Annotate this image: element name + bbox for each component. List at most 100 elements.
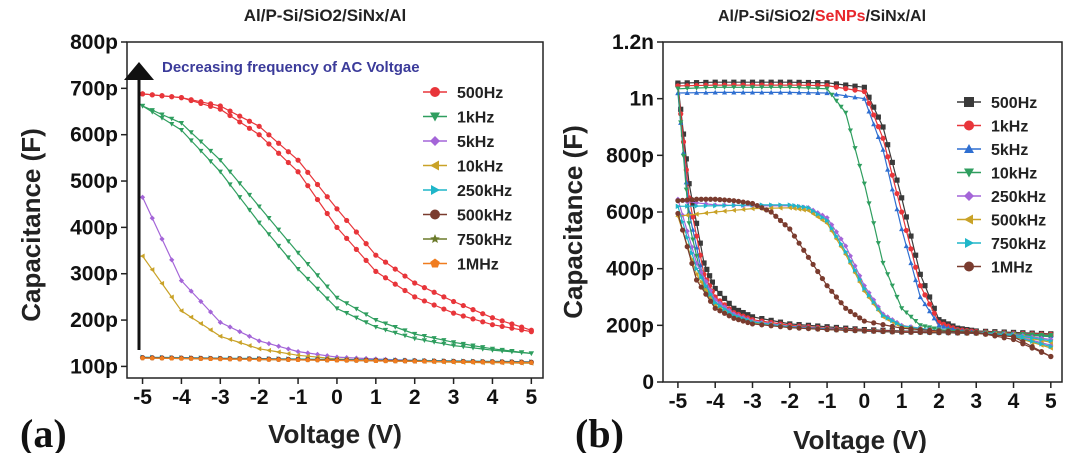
a-data-point	[227, 324, 233, 330]
b-data-point	[973, 329, 979, 336]
a-legend: 500Hz 1kHz 5kHz 10kHz 250kHz 500kHz 750kHz 1MHz	[423, 85, 512, 274]
b-data-point	[899, 226, 905, 232]
a-data-point	[295, 250, 301, 256]
a-data-point	[499, 318, 505, 324]
a-data-point	[314, 273, 321, 278]
a-data-point	[363, 257, 369, 263]
b-data-point	[819, 217, 825, 223]
a-data-point	[402, 287, 408, 294]
a-data-point	[412, 331, 418, 337]
a-data-point	[421, 338, 428, 343]
b-data-point	[838, 236, 844, 242]
b-data-point	[749, 206, 755, 212]
b-data-point	[721, 85, 728, 90]
b-data-point	[721, 310, 728, 316]
a-data-point	[421, 333, 428, 339]
b-data-point	[721, 89, 728, 95]
b-data-point	[917, 283, 923, 289]
b-data-point	[894, 320, 900, 326]
a-data-point	[324, 284, 330, 290]
a-xtick-label: 4	[487, 386, 499, 409]
a-data-point	[246, 118, 253, 124]
a-data-point	[237, 119, 243, 125]
b-data-point	[704, 266, 710, 272]
b-data-point	[871, 320, 877, 326]
b-data-point	[709, 279, 716, 285]
b-data-point	[797, 203, 802, 209]
b-data-point	[712, 305, 718, 311]
b-data-point	[931, 310, 937, 316]
b-data-point	[824, 86, 830, 92]
b-ytick-label: 800p	[606, 144, 654, 167]
b-data-point	[708, 291, 714, 297]
b-data-point	[838, 300, 844, 306]
a-data-point	[334, 224, 340, 230]
b-data-point	[820, 214, 826, 220]
a-data-point	[169, 257, 175, 263]
a-data-point	[402, 328, 408, 334]
b-data-point	[875, 241, 881, 246]
a-legend-marker	[430, 258, 440, 268]
b-data-point	[693, 253, 700, 259]
b-data-point	[815, 86, 821, 91]
b-data-point	[880, 124, 886, 130]
a-data-point	[353, 246, 359, 252]
a-data-point	[276, 227, 282, 233]
panel-b-ylabel: Capacitance (F)	[558, 125, 588, 319]
a-series-1kHz	[139, 103, 534, 357]
a-data-point	[421, 285, 428, 291]
a-data-point	[276, 357, 282, 362]
b-data-point	[866, 100, 872, 106]
b-data-point	[805, 90, 812, 95]
b-data-point	[796, 325, 802, 331]
b-data-point	[1048, 333, 1054, 338]
b-ytick-label: 200p	[606, 314, 654, 337]
a-data-point	[334, 206, 340, 212]
b-xtick-label: 4	[1008, 390, 1020, 413]
b-data-point	[917, 326, 923, 333]
a-data-point	[314, 286, 321, 292]
b-data-point	[875, 124, 881, 130]
b-data-point	[908, 233, 914, 239]
b-data-point	[792, 203, 798, 209]
a-data-point	[519, 360, 525, 365]
b-data-point	[833, 98, 839, 104]
b-data-point	[684, 197, 690, 203]
b-data-point	[787, 89, 793, 95]
b-data-point	[745, 319, 751, 326]
a-data-point	[295, 357, 301, 362]
a-data-point	[266, 232, 272, 237]
b-data-point	[913, 319, 919, 324]
b-ytick-label: 0	[642, 371, 654, 394]
b-data-point	[824, 90, 830, 96]
a-data-point	[198, 298, 204, 305]
b-data-point	[922, 324, 928, 329]
b-data-point	[722, 306, 728, 312]
a-data-point	[344, 357, 350, 363]
b-data-point	[824, 283, 830, 289]
b-legend-entry: 500Hz	[991, 95, 1037, 112]
b-data-point	[843, 243, 849, 249]
b-xtick-label: 0	[859, 390, 871, 413]
b-series-1MHz	[675, 196, 1054, 360]
b-data-point	[740, 89, 746, 95]
a-data-point	[509, 325, 515, 331]
a-data-point	[519, 327, 525, 333]
a-data-point	[285, 239, 291, 244]
a-data-point	[256, 338, 262, 344]
b-data-point	[890, 318, 895, 324]
b-data-point	[791, 233, 798, 239]
b-data-point	[927, 308, 933, 314]
b-data-point	[773, 213, 779, 219]
b-data-point	[1038, 332, 1045, 338]
a-data-point	[188, 314, 194, 320]
panel-b-label: (b)	[575, 411, 624, 453]
a-data-point	[392, 324, 398, 330]
b-data-point	[740, 318, 746, 324]
a-data-point	[295, 267, 301, 272]
b-data-point	[759, 322, 765, 328]
b-data-point	[1029, 345, 1035, 351]
b-data-point	[777, 85, 784, 90]
a-data-point	[334, 306, 340, 312]
b-data-point	[684, 212, 690, 218]
